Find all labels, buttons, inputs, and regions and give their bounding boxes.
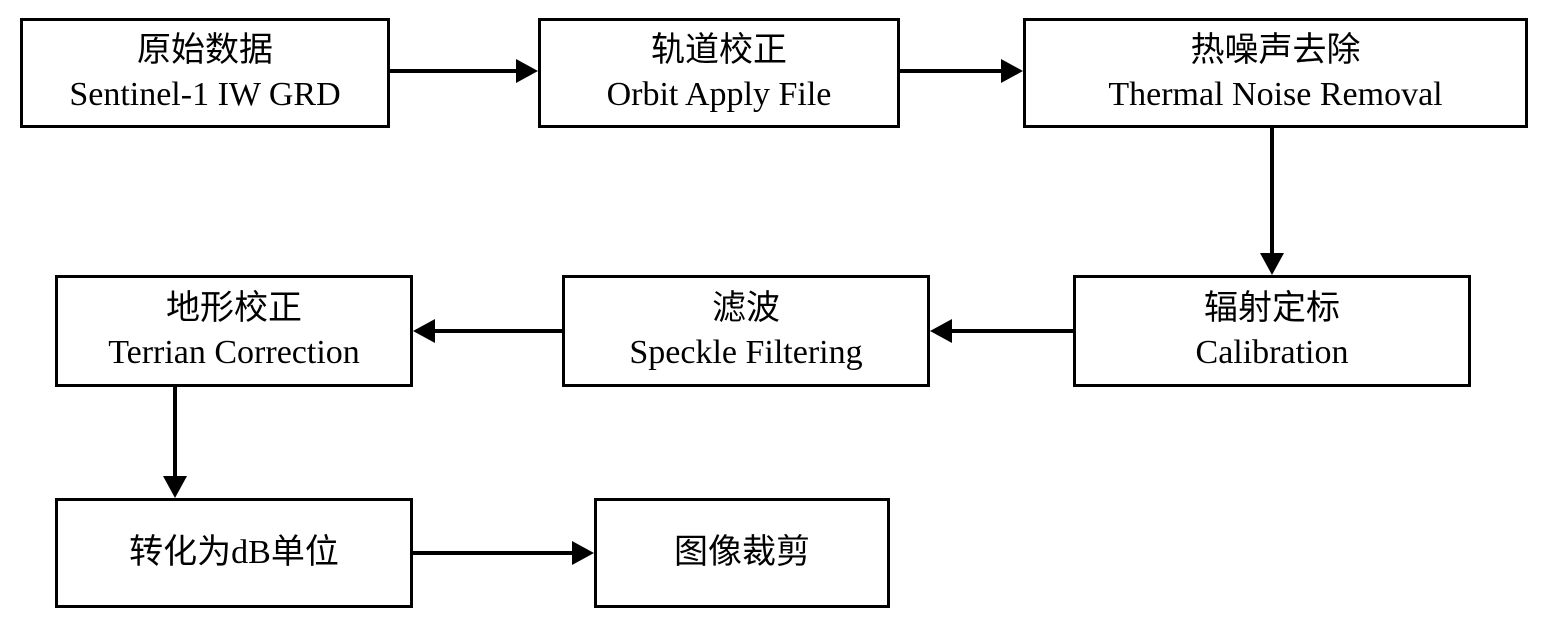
arrow-head-icon [1260,253,1284,275]
node-label-cn: 转化为dB单位 [129,531,339,575]
flowchart-container: 原始数据Sentinel-1 IW GRD 轨道校正Orbit Apply Fil… [0,0,1561,635]
node-label-cn: 热噪声去除 [1191,29,1361,73]
edge-line [413,551,572,555]
edge-line [173,387,177,476]
node-label-en: Orbit Apply File [607,73,832,117]
edge-line [952,329,1073,333]
node-label-en: Thermal Noise Removal [1108,73,1442,117]
node-label-cn: 滤波 [712,287,780,331]
edge-line [1270,128,1274,253]
node-label-cn: 轨道校正 [651,29,787,73]
flownode-n7: 转化为dB单位 [55,498,413,608]
node-label-en: Sentinel-1 IW GRD [69,73,340,117]
node-label-en: Speckle Filtering [629,331,862,375]
flownode-n8: 图像裁剪 [594,498,890,608]
node-label-cn: 原始数据 [137,29,273,73]
arrow-head-icon [1001,59,1023,83]
arrow-head-icon [163,476,187,498]
flownode-n4: 辐射定标Calibration [1073,275,1471,387]
flownode-n6: 地形校正Terrian Correction [55,275,413,387]
flownode-n2: 轨道校正Orbit Apply File [538,18,900,128]
arrow-head-icon [413,319,435,343]
flownode-n5: 滤波Speckle Filtering [562,275,930,387]
edge-line [390,69,516,73]
node-label-cn: 辐射定标 [1204,287,1340,331]
node-label-cn: 图像裁剪 [674,531,810,575]
edge-line [900,69,1001,73]
flownode-n1: 原始数据Sentinel-1 IW GRD [20,18,390,128]
node-label-en: Terrian Correction [108,331,360,375]
arrow-head-icon [516,59,538,83]
node-label-en: Calibration [1196,331,1349,375]
arrow-head-icon [930,319,952,343]
node-label-cn: 地形校正 [166,287,302,331]
flownode-n3: 热噪声去除Thermal Noise Removal [1023,18,1528,128]
edge-line [435,329,562,333]
arrow-head-icon [572,541,594,565]
